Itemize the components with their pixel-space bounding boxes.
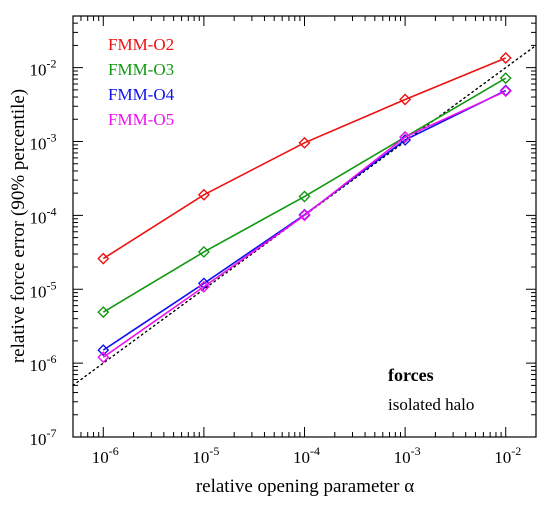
plot-frame	[72, 15, 537, 438]
data-point-fmm-o2	[197, 188, 210, 201]
x-tick-label: 10-5	[192, 444, 219, 467]
data-point-fmm-o3	[499, 72, 512, 85]
series-line-fmm-o5	[102, 90, 507, 358]
x-axis-label: relative opening parameter α	[196, 476, 414, 497]
series-line-fmm-o2	[102, 57, 507, 260]
x-tick-label: 10-4	[293, 444, 320, 467]
annotation-isolated-halo: isolated halo	[388, 395, 474, 414]
annotation-forces: forces	[388, 365, 434, 385]
data-point-fmm-o5	[499, 85, 512, 98]
data-point-fmm-o3	[298, 190, 311, 203]
x-tick-label: 10-2	[494, 444, 521, 467]
data-point-fmm-o4	[197, 277, 210, 290]
y-tick-label: 10-5	[30, 278, 57, 301]
data-point-fmm-o5	[399, 131, 412, 144]
data-point-fmm-o3	[197, 245, 210, 258]
data-point-fmm-o2	[499, 52, 512, 64]
y-tick-label: 10-6	[30, 352, 57, 375]
y-tick-label: 10-7	[30, 426, 57, 449]
data-point-fmm-o2	[97, 252, 110, 265]
legend: FMM-O2 FMM-O3 FMM-O4 FMM-O5	[108, 35, 175, 129]
legend-label-fmm-o5: FMM-O5	[108, 110, 174, 129]
data-point-fmm-o5	[197, 280, 210, 293]
data-point-fmm-o2	[399, 93, 412, 106]
y-axis-label: relative force error (90% percentile)	[8, 89, 29, 363]
series-layer	[97, 52, 512, 364]
data-point-fmm-o3	[97, 306, 110, 319]
tick-layer	[72, 15, 537, 438]
y-tick-label: 10-3	[30, 131, 57, 154]
data-point-fmm-o5	[97, 351, 110, 364]
legend-label-fmm-o2: FMM-O2	[108, 35, 174, 54]
y-tick-label: 10-2	[30, 57, 57, 80]
data-point-fmm-o2	[298, 136, 311, 149]
legend-label-fmm-o4: FMM-O4	[108, 85, 175, 104]
tick-label-layer: 10-6 10-5 10-4 10-3 10-2 10-7 10-6 10-5 10-4 10-3…	[30, 57, 522, 467]
data-point-fmm-o4	[97, 344, 110, 357]
x-tick-label: 10-3	[394, 444, 421, 467]
data-point-fmm-o5	[298, 209, 311, 222]
series-line-fmm-o3	[102, 77, 507, 313]
y-tick-label: 10-4	[30, 204, 57, 227]
x-tick-label: 10-6	[92, 444, 119, 467]
legend-label-fmm-o3: FMM-O3	[108, 60, 174, 79]
reference-line	[72, 44, 537, 387]
reference-line-layer	[72, 44, 537, 387]
